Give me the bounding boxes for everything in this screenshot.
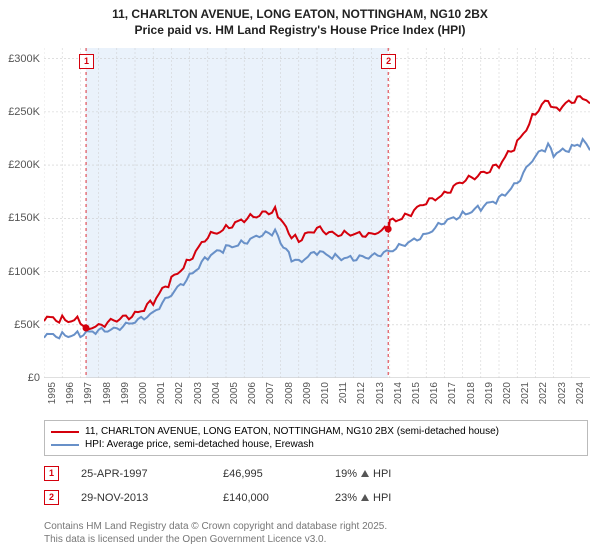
- x-tick-label: 2024: [575, 382, 586, 404]
- x-tick-label: 2008: [284, 382, 295, 404]
- legend-row: HPI: Average price, semi-detached house,…: [51, 438, 581, 451]
- x-tick-label: 2014: [393, 382, 404, 404]
- y-tick-label: £50K: [14, 319, 40, 331]
- x-tick-label: 2018: [466, 382, 477, 404]
- sale-delta: 19% HPI: [335, 468, 391, 480]
- sale-delta-pct: 23%: [335, 492, 357, 504]
- x-tick-label: 2006: [247, 382, 258, 404]
- legend: 11, CHARLTON AVENUE, LONG EATON, NOTTING…: [44, 420, 588, 456]
- x-tick-label: 2021: [520, 382, 531, 404]
- x-tick-label: 2000: [138, 382, 149, 404]
- x-tick-label: 1999: [120, 382, 131, 404]
- chart-svg: [44, 48, 590, 378]
- x-tick-label: 2010: [320, 382, 331, 404]
- legend-swatch-price-icon: [51, 431, 79, 433]
- sale-marker-icon: 2: [44, 490, 59, 505]
- x-tick-label: 1998: [102, 382, 113, 404]
- chart-container: 11, CHARLTON AVENUE, LONG EATON, NOTTING…: [0, 0, 600, 560]
- x-tick-label: 2009: [302, 382, 313, 404]
- x-tick-label: 1995: [47, 382, 58, 404]
- title-line-1: 11, CHARLTON AVENUE, LONG EATON, NOTTING…: [0, 6, 600, 22]
- y-tick-label: £200K: [8, 159, 40, 171]
- x-tick-label: 2012: [356, 382, 367, 404]
- attribution-line: Contains HM Land Registry data © Crown c…: [44, 520, 590, 533]
- x-tick-label: 2002: [174, 382, 185, 404]
- x-tick-label: 2004: [211, 382, 222, 404]
- sale-date: 25-APR-1997: [81, 468, 201, 480]
- sale-marker-icon: 1: [79, 54, 94, 69]
- x-tick-label: 2020: [502, 382, 513, 404]
- x-tick-label: 2015: [411, 382, 422, 404]
- sale-delta-pct: 19%: [335, 468, 357, 480]
- sale-row: 1 25-APR-1997 £46,995 19% HPI: [44, 466, 391, 481]
- x-tick-label: 2013: [375, 382, 386, 404]
- x-tick-label: 2016: [429, 382, 440, 404]
- x-tick-label: 2005: [229, 382, 240, 404]
- y-tick-label: £100K: [8, 266, 40, 278]
- attribution-line: This data is licensed under the Open Gov…: [44, 533, 590, 546]
- x-tick-label: 1997: [83, 382, 94, 404]
- sale-marker-icon: 2: [381, 54, 396, 69]
- sale-row: 2 29-NOV-2013 £140,000 23% HPI: [44, 490, 391, 505]
- attribution: Contains HM Land Registry data © Crown c…: [44, 520, 590, 546]
- legend-label: 11, CHARLTON AVENUE, LONG EATON, NOTTING…: [85, 426, 499, 437]
- x-tick-label: 2007: [265, 382, 276, 404]
- title-block: 11, CHARLTON AVENUE, LONG EATON, NOTTING…: [0, 0, 600, 38]
- chart-area: £0£50K£100K£150K£200K£250K£300K 19951996…: [44, 48, 590, 378]
- x-tick-label: 2019: [484, 382, 495, 404]
- x-tick-label: 2022: [538, 382, 549, 404]
- x-tick-label: 2023: [557, 382, 568, 404]
- y-tick-label: £250K: [8, 106, 40, 118]
- sale-delta-suffix: HPI: [373, 468, 391, 480]
- sale-marker-icon: 1: [44, 466, 59, 481]
- sale-delta-suffix: HPI: [373, 492, 391, 504]
- y-tick-label: £300K: [8, 53, 40, 65]
- legend-row: 11, CHARLTON AVENUE, LONG EATON, NOTTING…: [51, 425, 581, 438]
- x-tick-label: 2003: [193, 382, 204, 404]
- title-line-2: Price paid vs. HM Land Registry's House …: [0, 22, 600, 38]
- legend-label: HPI: Average price, semi-detached house,…: [85, 439, 314, 450]
- arrow-up-icon: [361, 470, 369, 477]
- sale-delta: 23% HPI: [335, 492, 391, 504]
- legend-swatch-hpi-icon: [51, 444, 79, 446]
- x-tick-label: 1996: [65, 382, 76, 404]
- highlight-band: [86, 48, 388, 378]
- y-tick-label: £150K: [8, 212, 40, 224]
- x-tick-label: 2011: [338, 382, 349, 404]
- sale-date: 29-NOV-2013: [81, 492, 201, 504]
- y-tick-label: £0: [28, 372, 40, 384]
- x-tick-label: 2017: [447, 382, 458, 404]
- arrow-up-icon: [361, 494, 369, 501]
- x-tick-label: 2001: [156, 382, 167, 404]
- sale-price: £140,000: [223, 492, 313, 504]
- sale-price: £46,995: [223, 468, 313, 480]
